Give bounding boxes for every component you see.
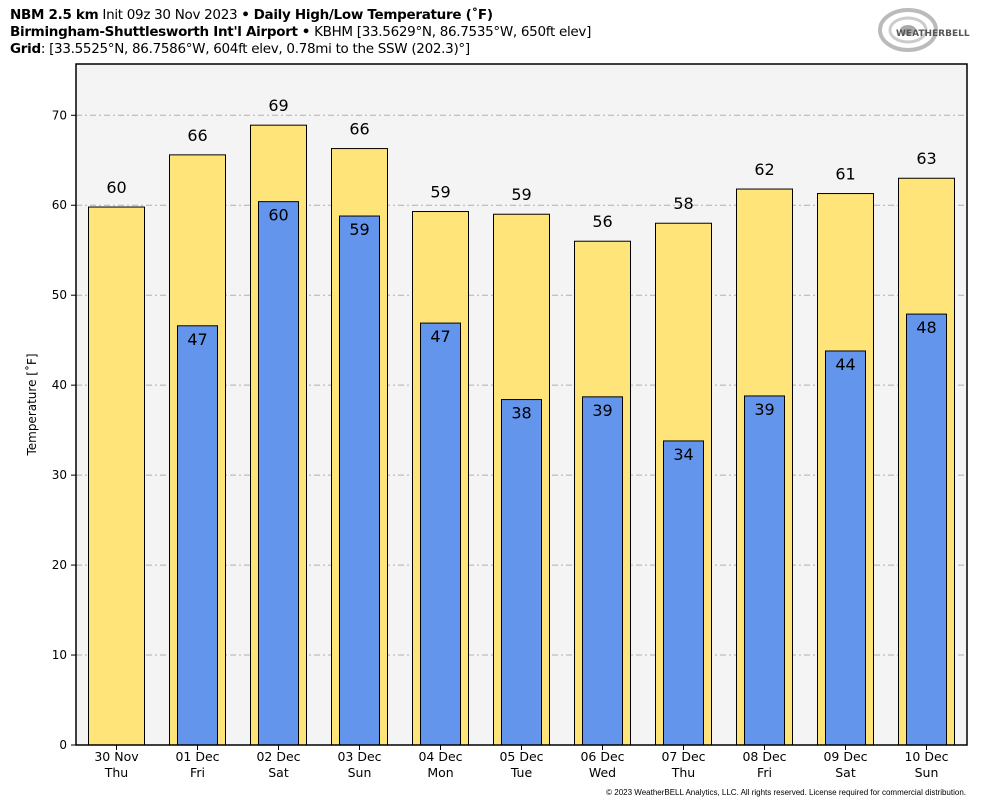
low-bar <box>501 399 542 746</box>
high-label: 60 <box>106 178 126 197</box>
high-label: 69 <box>268 96 288 115</box>
grid-label: Grid <box>10 41 41 57</box>
low-label: 38 <box>511 404 531 423</box>
copyright: © 2023 WeatherBELL Analytics, LLC. All r… <box>606 788 966 797</box>
y-tick-label: 30 <box>52 468 67 482</box>
high-label: 56 <box>592 212 612 231</box>
x-tick-label: 02 Dec <box>256 749 300 764</box>
low-label: 59 <box>349 220 369 239</box>
low-bar <box>258 201 299 746</box>
station-name: Birmingham-Shuttlesworth Int'l Airport <box>10 24 298 40</box>
svg-text:WEATHERBELL: WEATHERBELL <box>896 29 970 39</box>
x-tick-weekday: Thu <box>104 765 128 780</box>
x-tick-weekday: Thu <box>671 765 695 780</box>
low-bar <box>420 322 461 746</box>
x-tick-weekday: Tue <box>510 765 533 780</box>
low-label: 44 <box>835 355 855 374</box>
x-tick-label: 06 Dec <box>580 749 624 764</box>
high-label: 62 <box>754 160 774 179</box>
low-bar <box>906 313 947 746</box>
x-tick-weekday: Sun <box>348 765 372 780</box>
header-line-2: Birmingham-Shuttlesworth Int'l Airport •… <box>10 23 591 41</box>
x-tick-label: 04 Dec <box>418 749 462 764</box>
x-tick-weekday: Sat <box>268 765 289 780</box>
high-bar <box>88 206 145 746</box>
x-tick-label: 07 Dec <box>661 749 705 764</box>
grid-info: : [33.5525°N, 86.7586°W, 604ft elev, 0.7… <box>40 41 470 57</box>
separator: • <box>301 24 311 40</box>
header-line-3: Grid: [33.5525°N, 86.7586°W, 604ft elev,… <box>10 40 470 58</box>
low-label: 47 <box>187 330 207 349</box>
low-bar <box>339 215 380 746</box>
x-tick-label: 08 Dec <box>742 749 786 764</box>
init-time: Init 09z 30 Nov 2023 <box>102 7 238 23</box>
x-tick-label: 30 Nov <box>94 749 139 764</box>
model-name: NBM 2.5 km <box>10 7 99 23</box>
high-label: 59 <box>511 185 531 204</box>
x-tick-weekday: Fri <box>757 765 772 780</box>
low-bar <box>825 350 866 746</box>
low-label: 47 <box>430 327 450 346</box>
y-tick-label: 0 <box>59 738 67 752</box>
low-bar <box>582 396 623 746</box>
low-label: 39 <box>592 401 612 420</box>
x-tick-label: 09 Dec <box>823 749 867 764</box>
low-bar <box>663 440 704 746</box>
low-label: 34 <box>673 445 693 464</box>
station-info: KBHM [33.5629°N, 86.7535°W, 650ft elev] <box>314 24 592 40</box>
high-label: 66 <box>349 120 369 139</box>
low-label: 48 <box>916 318 936 337</box>
x-tick-weekday: Sun <box>915 765 939 780</box>
y-tick-label: 60 <box>52 198 67 212</box>
y-tick-label: 10 <box>52 648 67 662</box>
high-label: 63 <box>916 149 936 168</box>
x-tick-weekday: Wed <box>589 765 616 780</box>
x-tick-weekday: Mon <box>427 765 453 780</box>
x-tick-label: 10 Dec <box>904 749 948 764</box>
y-tick-label: 70 <box>52 108 67 122</box>
y-axis-label: Temperature [˚F] <box>24 353 39 456</box>
y-tick-label: 20 <box>52 558 67 572</box>
low-label: 60 <box>268 206 288 225</box>
x-tick-weekday: Sat <box>835 765 856 780</box>
high-label: 59 <box>430 183 450 202</box>
x-tick-label: 03 Dec <box>337 749 381 764</box>
low-bar <box>744 395 785 746</box>
y-tick-label: 50 <box>52 288 67 302</box>
y-tick-label: 40 <box>52 378 67 392</box>
low-bar <box>177 325 218 746</box>
product-title: Daily High/Low Temperature (˚F) <box>253 7 493 23</box>
header-line-1: NBM 2.5 km Init 09z 30 Nov 2023 • Daily … <box>10 6 493 24</box>
x-tick-label: 01 Dec <box>175 749 219 764</box>
plot-frame <box>75 63 968 746</box>
high-label: 66 <box>187 126 207 145</box>
x-tick-weekday: Fri <box>190 765 205 780</box>
x-tick-label: 05 Dec <box>499 749 543 764</box>
high-label: 58 <box>673 194 693 213</box>
low-label: 39 <box>754 400 774 419</box>
separator: • <box>241 7 250 23</box>
weatherbell-logo: WEATHERBELL <box>878 8 970 52</box>
high-label: 61 <box>835 165 855 184</box>
